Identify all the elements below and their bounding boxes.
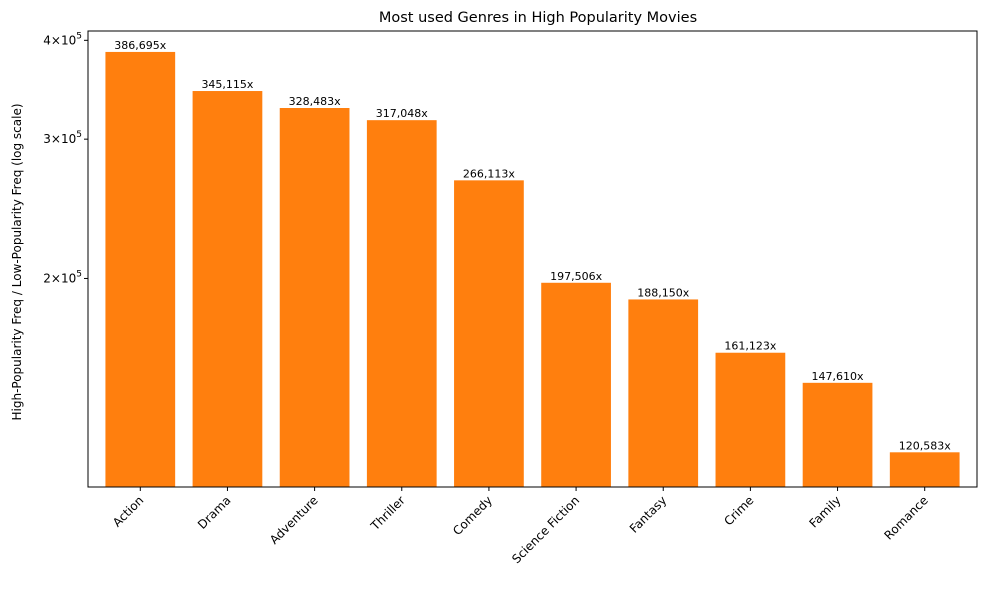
- bar-value-label: 161,123x: [724, 340, 776, 353]
- y-tick-label: 2×105: [43, 269, 82, 285]
- bar-value-label: 328,483x: [289, 95, 341, 108]
- bar-value-label: 197,506x: [550, 270, 602, 283]
- bars-group: [105, 51, 960, 488]
- y-axis-label: High-Popularity Freq / Low-Popularity Fr…: [10, 103, 24, 420]
- bar-thriller: [366, 120, 437, 488]
- bar-labels-group: 386,695x 345,115x 328,483x 317,048x 266,113x…: [114, 39, 951, 452]
- bar-family: [802, 382, 873, 487]
- bar-comedy: [454, 180, 524, 487]
- plot-frame: [87, 30, 978, 488]
- bar-crime: [715, 352, 786, 487]
- chart-title: Most used Genres in High Popularity Movi…: [379, 10, 697, 26]
- bar-fantasy: [628, 299, 699, 487]
- bar-adventure: [279, 108, 350, 487]
- bar-science-fiction: [541, 282, 611, 487]
- bar-value-label: 120,583x: [899, 439, 951, 452]
- bar-value-label: 188,150x: [637, 286, 689, 299]
- y-axis-ticks: 2×105 3×105 4×105: [43, 31, 88, 285]
- bar-value-label: 386,695x: [114, 39, 166, 52]
- y-tick-label: 4×105: [43, 31, 82, 47]
- bar-value-label: 266,113x: [463, 167, 515, 180]
- bar-value-label: 345,115x: [201, 78, 253, 91]
- bar-value-label: 147,610x: [812, 370, 864, 383]
- bar-value-label: 317,048x: [376, 107, 428, 120]
- bar-action: [105, 51, 176, 487]
- bar-drama: [192, 91, 263, 487]
- y-tick-label: 3×105: [43, 130, 82, 146]
- bar-romance: [889, 452, 960, 487]
